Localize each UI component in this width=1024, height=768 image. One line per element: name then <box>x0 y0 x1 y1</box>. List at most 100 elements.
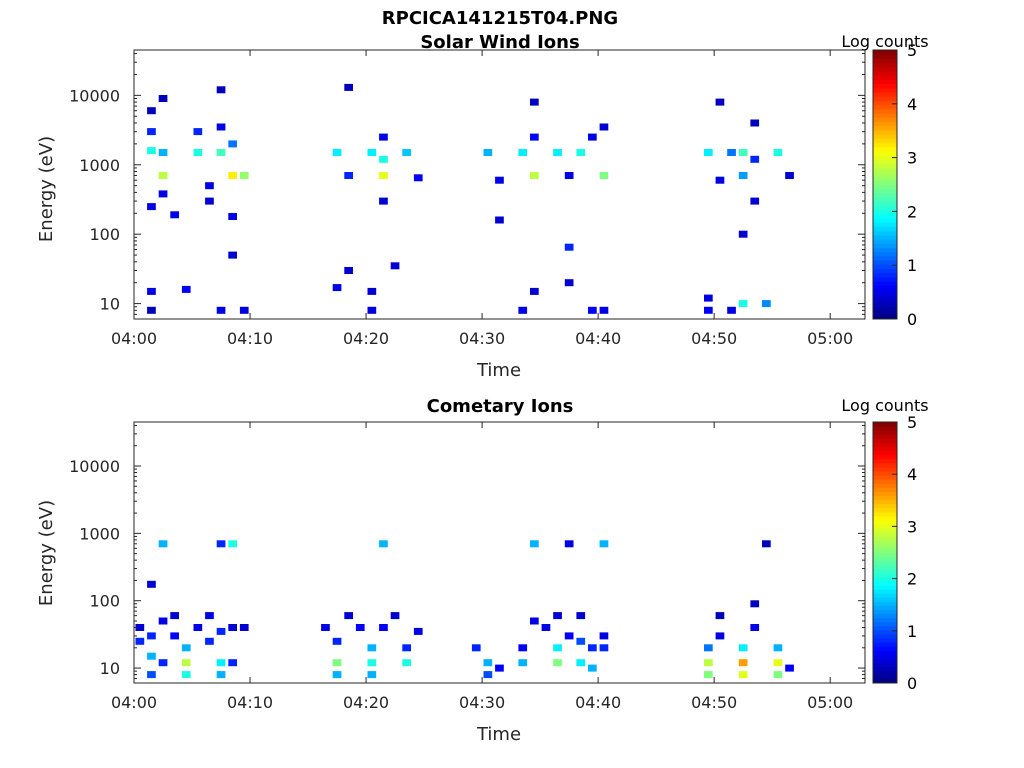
colorbar-swatch <box>873 239 897 244</box>
heatmap-cell <box>135 624 145 631</box>
colorbar-swatch <box>873 62 897 68</box>
heatmap-cell <box>738 644 748 652</box>
colorbar-swatch <box>873 138 897 143</box>
heatmap-cell <box>147 632 156 640</box>
heatmap-cell <box>228 140 237 148</box>
colorbar-swatch <box>873 438 897 443</box>
heatmap-cell <box>216 86 226 94</box>
heatmap-cell <box>205 637 214 645</box>
y-tick-label: 10000 <box>69 457 120 476</box>
colorbar-swatch <box>873 255 897 261</box>
colorbar-tick-label: 5 <box>907 41 917 60</box>
colorbar-tick-label: 2 <box>907 570 917 589</box>
heatmap-cell <box>332 284 342 292</box>
colorbar-swatch <box>873 576 897 582</box>
heatmap-cell <box>483 659 493 667</box>
colorbar-swatch <box>873 155 897 160</box>
colorbar-swatch <box>873 310 897 316</box>
heatmap-cell <box>518 644 528 652</box>
heatmap-cell <box>588 644 597 652</box>
heatmap-cell <box>402 659 411 667</box>
heatmap-cell <box>239 624 249 631</box>
colorbar-label: Log counts <box>841 396 928 415</box>
heatmap-cell <box>228 540 237 548</box>
heatmap-cell <box>193 624 203 631</box>
colorbar-swatch <box>873 503 897 509</box>
heatmap-cell <box>205 612 214 620</box>
colorbar-swatch <box>873 515 897 521</box>
heatmap-cell <box>495 664 504 672</box>
heatmap-cell <box>216 671 226 679</box>
heatmap-cell <box>576 612 586 620</box>
colorbar-swatch <box>873 234 897 240</box>
heatmap-cell <box>738 172 748 179</box>
heatmap-cell <box>367 306 377 314</box>
heatmap-cell <box>344 172 353 179</box>
heatmap-cell <box>715 632 725 640</box>
heatmap-cell <box>344 612 353 620</box>
colorbar-swatch <box>873 281 897 286</box>
colorbar-swatch <box>873 79 897 85</box>
colorbar-swatch <box>873 205 897 211</box>
colorbar-swatch <box>873 674 897 680</box>
heatmap-cell <box>588 133 597 141</box>
colorbar-swatch <box>873 450 897 456</box>
heatmap-cell <box>390 262 400 270</box>
heatmap-cell <box>738 230 748 238</box>
heatmap-cell <box>228 213 237 220</box>
heatmap-cell <box>576 149 586 156</box>
x-tick-label: 04:20 <box>343 329 389 348</box>
heatmap-cell <box>564 172 574 179</box>
heatmap-cell <box>332 659 342 667</box>
colorbar-swatch <box>873 487 897 492</box>
colorbar-tick-label: 5 <box>907 413 917 432</box>
heatmap-cell <box>599 172 609 179</box>
heatmap-cell <box>170 211 179 219</box>
colorbar-swatch <box>873 556 897 562</box>
colorbar-swatch <box>873 180 897 185</box>
y-tick-label: 1000 <box>79 156 120 175</box>
colorbar-swatch <box>873 629 897 635</box>
heatmap-cell <box>738 149 748 156</box>
heatmap-cell <box>785 172 794 179</box>
heatmap-cell <box>239 172 249 179</box>
colorbar-swatch <box>873 585 897 590</box>
heatmap-cell <box>599 644 609 652</box>
x-tick-label: 04:20 <box>343 693 389 712</box>
x-axis-label: Time <box>476 724 521 745</box>
colorbar-swatch <box>873 422 897 427</box>
heatmap-cell <box>599 123 609 131</box>
colorbar-swatch <box>873 572 897 578</box>
heatmap-cell <box>193 128 203 136</box>
heatmap-cell <box>332 671 342 679</box>
heatmap-cell <box>599 540 609 548</box>
colorbar-swatch <box>873 264 897 270</box>
colorbar-swatch <box>873 678 897 684</box>
heatmap-cell <box>495 176 504 184</box>
heatmap-cell <box>158 172 168 179</box>
colorbar-swatch <box>873 159 897 164</box>
colorbar-swatch <box>873 523 897 529</box>
heatmap-cell <box>239 306 249 314</box>
colorbar-swatch <box>873 650 897 655</box>
colorbar-swatch <box>873 642 897 647</box>
colorbar-swatch <box>873 113 897 118</box>
heatmap-cell <box>704 306 713 314</box>
heatmap-cell <box>413 174 423 182</box>
x-tick-label: 04:30 <box>459 329 505 348</box>
heatmap-cell <box>216 540 226 548</box>
heatmap-cell <box>553 612 562 620</box>
heatmap-cell <box>553 659 562 667</box>
heatmap-cell <box>216 627 226 635</box>
colorbar-swatch <box>873 243 897 249</box>
y-axis-label: Energy (eV) <box>36 500 57 606</box>
heatmap-cell <box>158 659 168 667</box>
heatmap-cell <box>228 659 237 667</box>
colorbar-swatch <box>873 142 897 148</box>
colorbar-swatch <box>873 314 897 320</box>
colorbar-swatch <box>873 658 897 664</box>
heatmap-cell <box>750 600 760 608</box>
heatmap-cell <box>762 540 771 548</box>
y-tick-label: 10 <box>100 659 120 678</box>
colorbar-swatch <box>873 519 897 525</box>
